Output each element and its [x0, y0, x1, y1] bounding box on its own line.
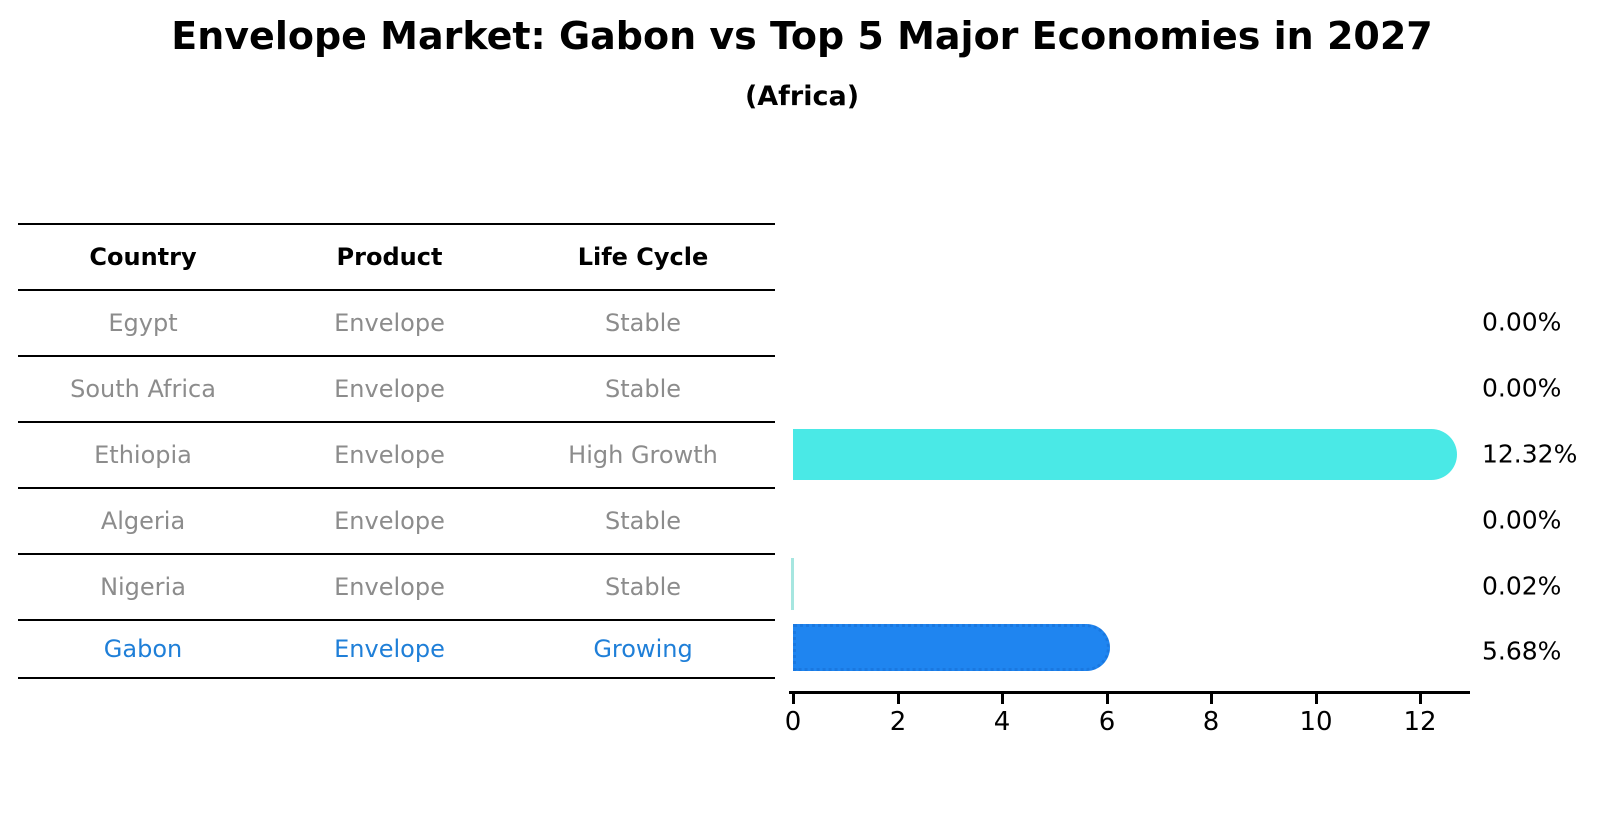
column-header-country: Country [89, 243, 197, 271]
chart-title: Envelope Market: Gabon vs Top 5 Major Ec… [171, 14, 1433, 58]
column-header-life-cycle: Life Cycle [577, 243, 709, 271]
table-row-south-africa: South Africa Envelope Stable [18, 357, 775, 423]
tick-mark [1314, 694, 1318, 704]
bar-ethiopia [793, 429, 1457, 480]
value-label-ethiopia: 12.32% [1482, 439, 1578, 469]
value-label-egypt: 0.00% [1482, 307, 1562, 337]
cell-country: Nigeria [100, 573, 186, 601]
tick-label: 8 [1202, 707, 1220, 737]
cell-life-cycle: Stable [604, 309, 682, 337]
cell-product: Envelope [334, 507, 445, 535]
cell-country: Gabon [103, 635, 183, 663]
cell-life-cycle: Stable [604, 375, 682, 403]
table-row-gabon: Gabon Envelope Growing [18, 621, 775, 679]
cell-country: Egypt [108, 309, 178, 337]
value-label-south-africa: 0.00% [1482, 373, 1562, 403]
cell-country: Algeria [100, 507, 186, 535]
table-row-nigeria: Nigeria Envelope Stable [18, 555, 775, 621]
cell-product: Envelope [334, 375, 445, 403]
cell-product: Envelope [334, 573, 445, 601]
table-row-ethiopia: Ethiopia Envelope High Growth [18, 423, 775, 489]
tick-label: 10 [1299, 707, 1333, 737]
tick-mark [1105, 694, 1109, 704]
column-header-product: Product [336, 243, 443, 271]
table-row-algeria: Algeria Envelope Stable [18, 489, 775, 555]
tick-mark [1209, 694, 1213, 704]
cell-life-cycle: Stable [604, 573, 682, 601]
tick-label: 12 [1403, 707, 1437, 737]
value-label-nigeria: 0.02% [1482, 571, 1562, 601]
tick-mark [896, 694, 900, 704]
tick-mark [791, 694, 795, 704]
tick-label: 2 [889, 707, 907, 737]
tick-mark [1000, 694, 1004, 704]
tick-mark [1418, 694, 1422, 704]
chart-subtitle: (Africa) [744, 81, 860, 112]
table-header-row: Country Product Life Cycle [18, 225, 775, 291]
cell-life-cycle: High Growth [568, 441, 718, 469]
tick-label: 0 [784, 707, 802, 737]
cell-life-cycle: Stable [604, 507, 682, 535]
country-table: Country Product Life Cycle Egypt Envelop… [18, 223, 775, 679]
bar-nigeria [791, 558, 794, 610]
cell-country: Ethiopia [94, 441, 192, 469]
tick-label: 6 [1098, 707, 1116, 737]
bar-gabon [793, 624, 1110, 671]
value-label-gabon: 5.68% [1482, 636, 1562, 666]
value-label-algeria: 0.00% [1482, 505, 1562, 535]
cell-product: Envelope [334, 309, 445, 337]
cell-product: Envelope [334, 635, 445, 663]
table-row-egypt: Egypt Envelope Stable [18, 291, 775, 357]
cell-country: South Africa [70, 375, 216, 403]
tick-label: 4 [993, 707, 1011, 737]
cell-product: Envelope [334, 441, 445, 469]
x-axis-line [789, 691, 1470, 694]
cell-life-cycle: Growing [593, 635, 693, 663]
